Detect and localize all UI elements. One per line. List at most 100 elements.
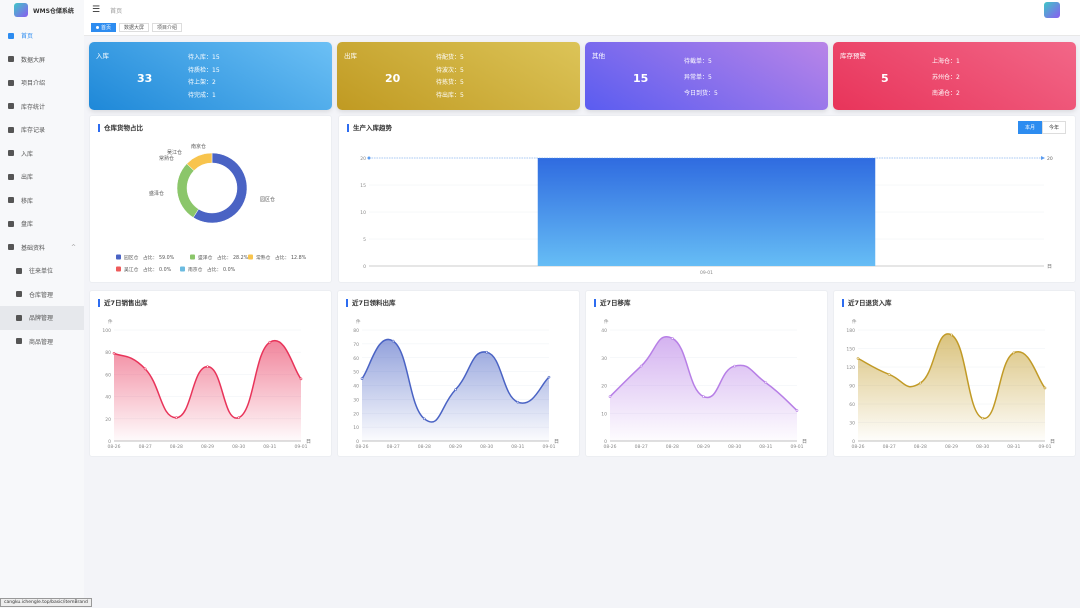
x-tick-label: 08-28 [418, 444, 431, 450]
x-axis-label: 日 [1050, 439, 1055, 445]
sidebar-item[interactable]: 数据大屏 [0, 48, 84, 72]
sidebar-subitem[interactable]: 往来单位 [0, 259, 84, 283]
card-item: 今日到货：5 [684, 90, 718, 97]
data-point[interactable] [206, 365, 209, 368]
card-item: 待截单：5 [684, 58, 712, 65]
y-tick-label: 20 [601, 384, 607, 390]
data-point[interactable] [485, 350, 488, 354]
data-point[interactable] [950, 333, 953, 337]
sidebar-item[interactable]: 基础资料 ^ [0, 236, 84, 260]
menu-icon [8, 150, 14, 157]
sidebar-subitem[interactable]: 商品管理 [0, 330, 84, 354]
x-tick-label: 08-31 [511, 444, 524, 450]
sidebar-item-label: 商品管理 [29, 338, 54, 346]
data-point[interactable] [112, 352, 116, 355]
sidebar-item[interactable]: 库存记录 [0, 118, 84, 142]
y-tick-label: 40 [601, 328, 607, 334]
chevron-up-icon[interactable]: ^ [70, 243, 76, 251]
card-title: 库存预警 [840, 52, 866, 60]
y-axis-label: 件 [356, 318, 361, 325]
tab[interactable]: 数据大屏 [119, 23, 150, 32]
sidebar-item[interactable]: 出库 [0, 165, 84, 189]
data-point[interactable] [237, 416, 240, 419]
y-tick-label: 20 [105, 417, 111, 423]
legend-name: 盛泽仓 [198, 254, 213, 261]
data-point[interactable] [360, 377, 364, 380]
menu-toggle-icon[interactable]: ☰ [92, 5, 101, 15]
sidebar-item-label: 库存记录 [21, 127, 46, 135]
y-tick-label: 10 [353, 425, 359, 431]
y-axis-label: 件 [108, 318, 113, 325]
sidebar-item[interactable]: 库存统计 [0, 95, 84, 119]
tab[interactable]: 项目介绍 [152, 23, 183, 32]
sidebar-subitem[interactable]: 品牌管理 [0, 306, 84, 330]
data-point[interactable] [856, 357, 860, 360]
donut-slice[interactable] [176, 163, 199, 218]
bar[interactable] [537, 158, 876, 266]
sidebar-item[interactable]: 项目介绍 [0, 71, 84, 95]
area-fill [114, 340, 301, 441]
document-icon [16, 314, 22, 321]
card-item: 待完成：1 [188, 91, 216, 99]
sidebar-subitem[interactable]: 仓库管理 [0, 283, 84, 307]
data-point[interactable] [795, 409, 799, 412]
data-point[interactable] [391, 339, 395, 343]
y-tick-label: 10 [601, 411, 607, 417]
x-tick-label: 08-29 [201, 444, 214, 450]
tab-label: 首页 [101, 25, 112, 31]
sidebar-item-label: 移库 [21, 197, 34, 205]
sidebar-item-label: 盘库 [21, 221, 34, 229]
sidebar-item-label: 品牌管理 [29, 315, 54, 323]
data-point[interactable] [919, 381, 922, 385]
sidebar-item[interactable]: 入库 [0, 142, 84, 166]
year-button[interactable]: 今年 [1041, 121, 1066, 134]
bar-chart: 0 5 10 15 20 09-01 20 日 [360, 156, 1053, 276]
menu-icon [8, 244, 14, 251]
line-chart-panel: 近7日退货入库 0 30 60 90 120 150 180 件日 08-26 08-27 08-28… [833, 290, 1076, 457]
line-chart: 0 30 60 90 120 150 180 件日 08-26 08-27 08-28 08-29 08… [846, 318, 1055, 450]
data-point[interactable] [454, 388, 457, 391]
data-point[interactable] [1012, 351, 1016, 355]
mark-line-start [367, 156, 371, 160]
header: ☰ 首页 [84, 0, 1080, 20]
card-item: 南通仓：2 [932, 90, 960, 97]
data-point[interactable] [887, 373, 891, 376]
month-button[interactable]: 本月 [1017, 121, 1042, 134]
data-point[interactable] [1043, 386, 1047, 390]
panel-title: 近7日退货入库 [842, 299, 892, 307]
tab[interactable]: 首页 [91, 23, 117, 32]
menu-icon [8, 103, 14, 110]
data-point[interactable] [639, 364, 643, 368]
breadcrumb[interactable]: 首页 [110, 7, 123, 15]
data-point[interactable] [702, 395, 705, 398]
logo[interactable]: WMS仓储系统 [0, 0, 84, 20]
x-axis-label: 日 [1047, 264, 1052, 270]
x-tick-label: 08-27 [387, 444, 400, 450]
menu-icon [8, 79, 14, 86]
legend-ratio-label: 占比： [143, 266, 157, 273]
data-point[interactable] [268, 340, 272, 344]
sidebar-item[interactable]: 移库 [0, 189, 84, 213]
data-point[interactable] [608, 395, 612, 398]
data-point[interactable] [764, 381, 768, 385]
data-point[interactable] [733, 364, 736, 368]
x-tick-label: 08-28 [914, 444, 927, 450]
data-point[interactable] [143, 367, 147, 371]
x-tick-label: 08-31 [759, 444, 772, 450]
y-tick-label: 50 [353, 370, 359, 376]
sidebar-item[interactable]: 首页 [0, 24, 84, 48]
data-point[interactable] [423, 417, 426, 421]
donut-slice[interactable] [186, 152, 213, 172]
y-tick-label: 30 [849, 421, 855, 427]
data-point[interactable] [671, 337, 674, 340]
avatar[interactable] [1044, 2, 1060, 18]
data-point[interactable] [516, 400, 520, 404]
data-point[interactable] [981, 416, 984, 420]
tab-bar: 首页 数据大屏 项目介绍 [84, 20, 1080, 36]
legend-name: 常熟仓 [256, 254, 271, 261]
data-point[interactable] [175, 416, 178, 419]
data-point[interactable] [299, 377, 303, 381]
data-point[interactable] [547, 375, 551, 379]
sidebar-item[interactable]: 盘库 [0, 212, 84, 236]
stat-card: 出库 20 待配货：5 待波次：5 待拣货：5 待出库：5 [337, 42, 580, 110]
